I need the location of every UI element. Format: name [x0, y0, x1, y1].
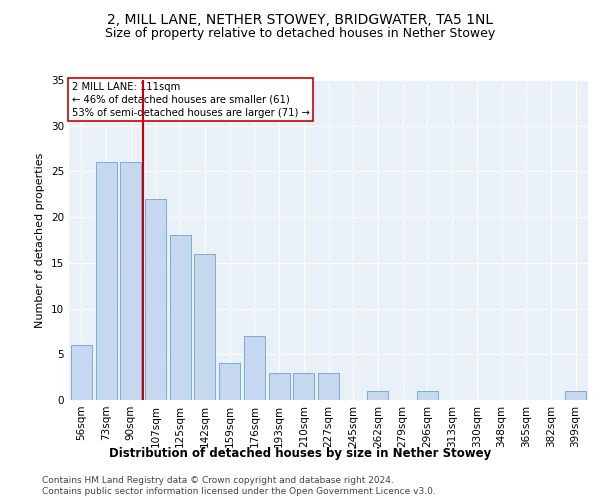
- Text: 2 MILL LANE: 111sqm
← 46% of detached houses are smaller (61)
53% of semi-detach: 2 MILL LANE: 111sqm ← 46% of detached ho…: [71, 82, 310, 118]
- Bar: [219, 364, 240, 400]
- Text: Size of property relative to detached houses in Nether Stowey: Size of property relative to detached ho…: [105, 28, 495, 40]
- Bar: [95, 162, 116, 400]
- Bar: [71, 345, 92, 400]
- Bar: [565, 391, 586, 400]
- Bar: [293, 372, 314, 400]
- Bar: [367, 391, 388, 400]
- Bar: [145, 199, 166, 400]
- Bar: [170, 236, 191, 400]
- Bar: [269, 372, 290, 400]
- Y-axis label: Number of detached properties: Number of detached properties: [35, 152, 46, 328]
- Bar: [318, 372, 339, 400]
- Bar: [244, 336, 265, 400]
- Text: 2, MILL LANE, NETHER STOWEY, BRIDGWATER, TA5 1NL: 2, MILL LANE, NETHER STOWEY, BRIDGWATER,…: [107, 12, 493, 26]
- Bar: [417, 391, 438, 400]
- Text: Contains HM Land Registry data © Crown copyright and database right 2024.: Contains HM Land Registry data © Crown c…: [42, 476, 394, 485]
- Bar: [194, 254, 215, 400]
- Bar: [120, 162, 141, 400]
- Text: Distribution of detached houses by size in Nether Stowey: Distribution of detached houses by size …: [109, 448, 491, 460]
- Text: Contains public sector information licensed under the Open Government Licence v3: Contains public sector information licen…: [42, 487, 436, 496]
